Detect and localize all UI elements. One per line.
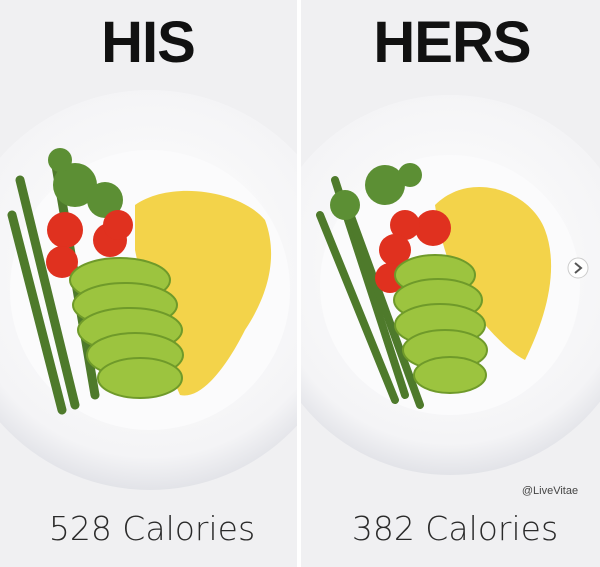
hers-title: HERS xyxy=(373,10,530,75)
next-button[interactable] xyxy=(567,257,589,279)
his-title: HIS xyxy=(101,10,195,75)
divider xyxy=(297,0,301,567)
his-photo xyxy=(0,90,297,490)
hers-calories: 382 Calories xyxy=(352,509,558,548)
hers-photo xyxy=(301,0,600,567)
watermark: @LiveVitae xyxy=(522,485,578,497)
his-calories: 528 Calories xyxy=(49,509,255,548)
